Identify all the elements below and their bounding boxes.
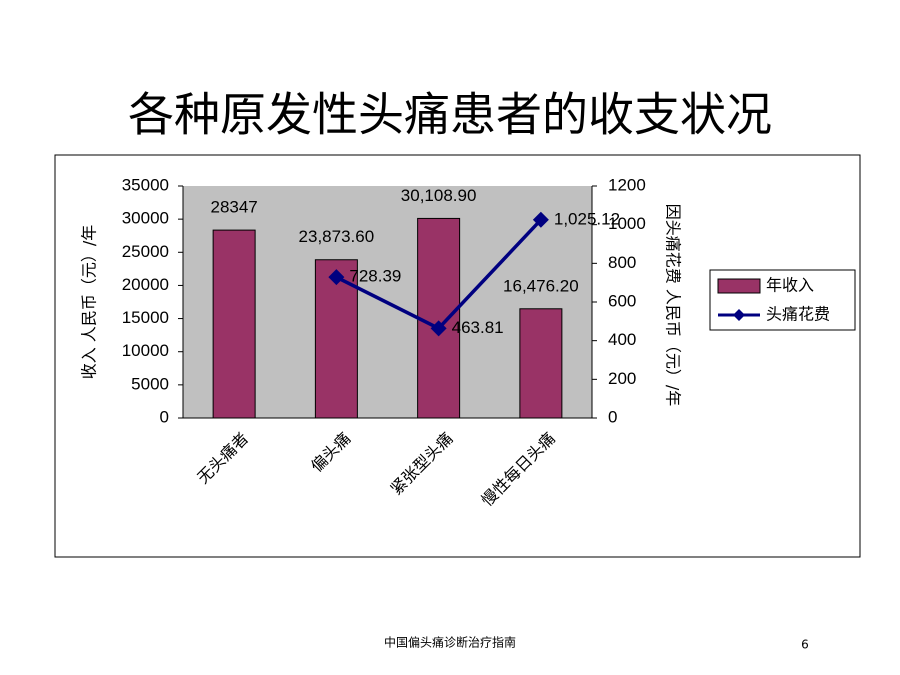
- y2-tick-label: 600: [608, 291, 636, 310]
- y-tick-label: 0: [160, 407, 169, 426]
- y-tick-label: 5000: [131, 374, 169, 393]
- y-tick-label: 30000: [122, 209, 169, 228]
- slide-title: 各种原发性头痛患者的收支状况: [128, 88, 772, 142]
- y2-tick-label: 1000: [608, 214, 646, 233]
- data-label: 1,025.12: [554, 209, 620, 228]
- page-number: 6: [801, 638, 809, 652]
- data-label: 16,476.20: [503, 276, 579, 295]
- marker: [532, 211, 549, 228]
- y-tick-label: 35000: [122, 175, 169, 194]
- legend-label: 头痛花费: [766, 305, 830, 324]
- bar: [212, 229, 256, 419]
- y-tick-label: 25000: [122, 242, 169, 261]
- data-label: 463.81: [452, 318, 504, 337]
- y-tick-label: 10000: [122, 341, 169, 360]
- legend-label: 年收入: [766, 276, 814, 295]
- y-tick-label: 20000: [122, 275, 169, 294]
- marker: [430, 320, 447, 337]
- bar: [519, 308, 563, 419]
- y-axis-label: 收入 人民币（元）/年: [80, 225, 99, 379]
- data-label: 30,108.90: [401, 186, 477, 205]
- y2-tick-label: 0: [608, 407, 617, 426]
- y2-tick-label: 400: [608, 330, 636, 349]
- data-label: 23,873.60: [299, 227, 375, 246]
- data-label: 728.39: [349, 267, 401, 286]
- marker: [328, 269, 345, 286]
- data-label: 28347: [210, 198, 257, 217]
- bar: [417, 217, 461, 419]
- y2-tick-label: 1200: [608, 175, 646, 194]
- y2-tick-label: 200: [608, 369, 636, 388]
- y2-axis-label: 因头痛花费 人民币（元）/年: [664, 204, 683, 406]
- legend-swatch: [717, 278, 761, 294]
- legend-swatch: [733, 309, 745, 321]
- footer-text: 中国偏头痛诊断治疗指南: [384, 635, 516, 650]
- y-tick-label: 15000: [122, 308, 169, 327]
- y2-tick-label: 800: [608, 253, 636, 272]
